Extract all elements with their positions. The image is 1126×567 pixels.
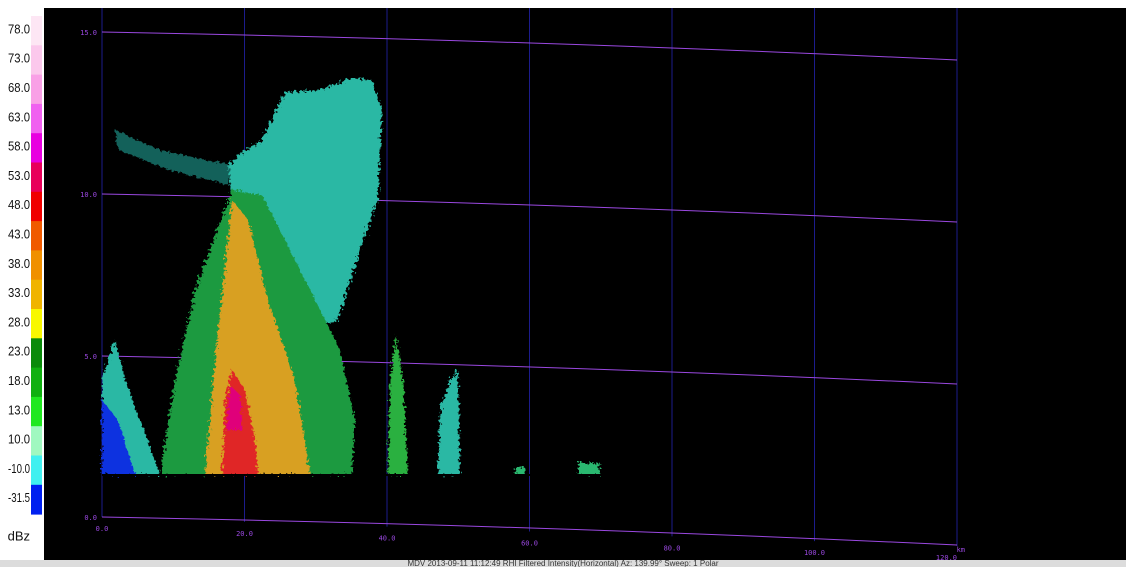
colorbar-swatch xyxy=(31,368,42,398)
page: 0.020.040.060.080.0100.0120.0km15.010.05… xyxy=(0,0,1126,567)
range-unit: km xyxy=(957,546,965,554)
echo-region xyxy=(578,463,600,475)
colorbar-label: -10.0 xyxy=(8,461,30,476)
range-label: 0.0 xyxy=(96,525,109,533)
colorbar-label: 10.0 xyxy=(8,432,30,447)
colorbar-swatch xyxy=(31,485,42,515)
colorbar-label: 63.0 xyxy=(8,109,30,124)
colorbar-swatch xyxy=(31,397,42,427)
colorbar-label: -31.5 xyxy=(8,490,30,505)
colorbar-label: 53.0 xyxy=(8,168,30,183)
height-label: 15.0 xyxy=(80,29,97,37)
range-label: 100.0 xyxy=(804,549,825,557)
echo-region xyxy=(515,467,525,475)
colorbar-swatch xyxy=(31,250,42,280)
colorbar-swatch xyxy=(31,456,42,486)
colorbar-label: 73.0 xyxy=(8,51,30,66)
colorbar-label: 48.0 xyxy=(8,197,30,212)
range-label: 80.0 xyxy=(664,544,681,552)
colorbar-label: 13.0 xyxy=(8,402,30,417)
rhi-display: 0.020.040.060.080.0100.0120.0km15.010.05… xyxy=(0,0,1126,567)
colorbar-unit: dBz xyxy=(8,528,30,543)
height-label: 5.0 xyxy=(84,353,97,361)
colorbar-swatch xyxy=(31,163,42,193)
colorbar-label: 43.0 xyxy=(8,227,30,242)
height-label: 10.0 xyxy=(80,191,97,199)
colorbar-swatch xyxy=(31,192,42,222)
colorbar-swatch xyxy=(31,280,42,310)
colorbar-swatch xyxy=(31,75,42,105)
colorbar-label: 33.0 xyxy=(8,285,30,300)
range-label: 40.0 xyxy=(379,535,396,543)
colorbar-swatch xyxy=(31,16,42,46)
range-label: 60.0 xyxy=(521,540,538,548)
colorbar-swatch xyxy=(31,45,42,75)
colorbar-swatch xyxy=(31,221,42,251)
colorbar-label: 68.0 xyxy=(8,80,30,95)
height-label: 0.0 xyxy=(84,514,97,522)
range-label: 20.0 xyxy=(236,530,253,538)
colorbar-label: 58.0 xyxy=(8,139,30,154)
colorbar-swatch xyxy=(31,309,42,339)
colorbar-label: 23.0 xyxy=(8,344,30,359)
colorbar-label: 78.0 xyxy=(8,21,30,36)
caption: MDV 2013-09-11 11:12:49 RHI Filtered Int… xyxy=(407,559,718,567)
colorbar-swatch xyxy=(31,338,42,368)
colorbar-label: 28.0 xyxy=(8,314,30,329)
colorbar-swatch xyxy=(31,133,42,163)
colorbar-label: 18.0 xyxy=(8,373,30,388)
colorbar-swatch xyxy=(31,426,42,456)
colorbar-swatch xyxy=(31,104,42,134)
colorbar-label: 38.0 xyxy=(8,256,30,271)
